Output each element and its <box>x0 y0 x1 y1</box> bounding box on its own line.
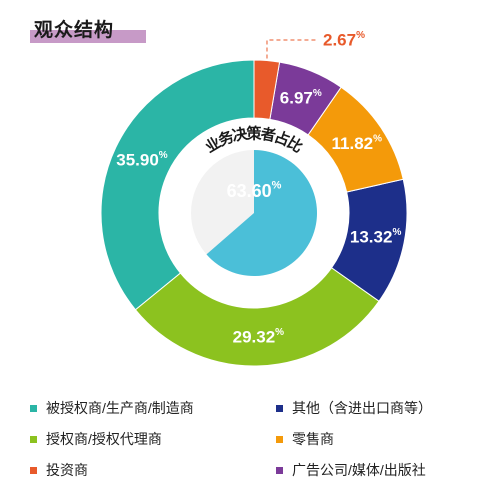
leader-line <box>266 39 317 59</box>
data-label: 6.97% <box>280 88 322 108</box>
legend-label: 被授权商/生产商/制造商 <box>46 400 194 416</box>
legend-swatch <box>276 466 283 474</box>
inner-pie-title-char: 务 <box>216 127 237 149</box>
data-label: 35.90% <box>116 149 168 169</box>
legend-label: 广告公司/媒体/出版社 <box>292 462 426 478</box>
data-label: 13.32% <box>350 227 402 247</box>
legend-item-retailer: 零售商 <box>276 429 334 449</box>
legend: 被授权商/生产商/制造商 其他（含进出口商等） 授权商/授权代理商 零售商 投资… <box>0 398 494 498</box>
legend-item-other: 其他（含进出口商等） <box>276 398 432 418</box>
legend-swatch <box>30 435 37 443</box>
data-label: 11.82% <box>332 133 383 153</box>
legend-label: 零售商 <box>292 431 334 447</box>
legend-item-licensee: 被授权商/生产商/制造商 <box>30 398 194 418</box>
data-label: 63.60% <box>227 180 282 201</box>
legend-label: 其他（含进出口商等） <box>292 400 432 416</box>
legend-swatch <box>276 404 283 412</box>
inner-pie-title-char: 者 <box>259 125 277 145</box>
legend-label: 授权商/授权代理商 <box>46 431 162 447</box>
legend-item-investor: 投资商 <box>30 460 88 480</box>
inner-pie <box>191 150 317 276</box>
inner-pie-title-char: 策 <box>245 125 262 143</box>
data-label: 29.32% <box>233 326 285 346</box>
value-labels: 35.90% 29.32% 13.32% 11.82% 6.97% 2.67% 63.60% <box>116 29 401 346</box>
legend-item-media: 广告公司/媒体/出版社 <box>276 460 426 480</box>
legend-swatch <box>30 466 37 474</box>
legend-item-licensor: 授权商/授权代理商 <box>30 429 162 449</box>
inner-pie-title-char: 业 <box>203 134 225 156</box>
data-label: 2.67% <box>323 29 365 49</box>
inner-pie-title-char: 占 <box>272 128 292 150</box>
legend-swatch <box>276 435 283 443</box>
chart-title: 观众结构 <box>34 20 115 41</box>
inner-pie-title-char: 决 <box>231 124 250 145</box>
title-highlight-bar <box>30 30 146 43</box>
legend-label: 投资商 <box>46 462 88 478</box>
inner-pie-slice <box>206 150 317 276</box>
legend-swatch <box>30 404 37 412</box>
